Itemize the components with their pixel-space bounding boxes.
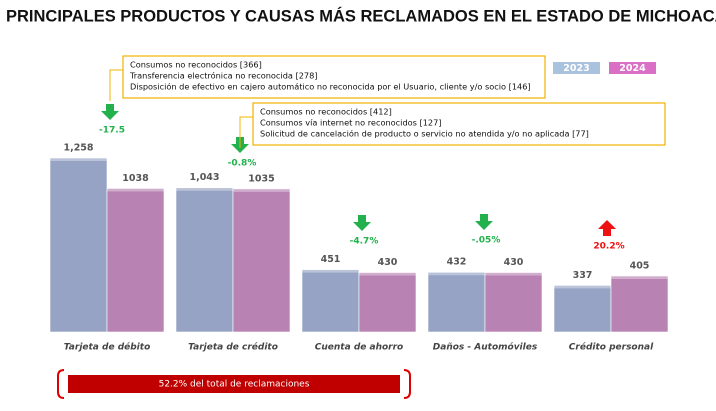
- x-tick-label: Tarjeta de débito: [64, 342, 151, 353]
- change-label: -17.5: [99, 126, 125, 136]
- bar-top: [485, 272, 542, 276]
- legend-label: 2024: [619, 63, 646, 74]
- callout-box: [252, 102, 666, 146]
- bar-top: [554, 285, 611, 289]
- bar: [106, 188, 165, 333]
- change-arrow: [353, 215, 371, 231]
- callout-item: Consumos no reconocidos [412]: [260, 107, 392, 117]
- callout-item: Consumos vía internet no reconocidos [12…: [260, 118, 442, 128]
- banner-bar: [68, 375, 400, 393]
- bar: [49, 157, 108, 333]
- bar: [232, 188, 291, 333]
- value-label: 1,258: [63, 143, 93, 154]
- callout-box: [122, 55, 546, 99]
- x-tick-label: Cuenta de ahorro: [315, 343, 403, 353]
- legend-swatch: [553, 62, 600, 74]
- bar: [427, 271, 486, 333]
- bar-top: [428, 272, 485, 276]
- legend-label: 2023: [563, 63, 589, 74]
- bar: [553, 285, 612, 333]
- value-label: 1035: [248, 173, 274, 184]
- bar-top: [359, 272, 416, 276]
- bar: [301, 269, 360, 333]
- callout-connector: [109, 69, 123, 101]
- callout-item: Consumos no reconocidos [366]: [130, 60, 262, 70]
- bar-top: [107, 188, 164, 192]
- chart-title: PRINCIPALES PRODUCTOS Y CAUSAS MÁS RECLA…: [6, 6, 716, 25]
- bar: [610, 275, 669, 333]
- bar-top: [176, 187, 233, 191]
- value-label: 430: [378, 257, 398, 268]
- callout-item: Solicitud de cancelación de producto o s…: [260, 129, 589, 139]
- change-arrow: [101, 104, 119, 120]
- change-label: -.05%: [472, 236, 501, 246]
- bar: [484, 272, 543, 333]
- bar: [175, 187, 234, 333]
- bar-top: [302, 269, 359, 273]
- x-tick-label: Tarjeta de crédito: [188, 342, 278, 353]
- value-label: 1,043: [189, 172, 219, 183]
- change-arrow: [475, 214, 493, 230]
- callout-connector: [239, 116, 253, 148]
- x-tick-label: Crédito personal: [569, 342, 654, 353]
- x-tick-label: Daños - Automóviles: [433, 342, 538, 353]
- value-label: 337: [573, 270, 593, 281]
- value-label: 1038: [122, 173, 149, 184]
- value-label: 430: [504, 257, 524, 268]
- bracket: [57, 369, 65, 399]
- legend-swatch: [609, 62, 656, 74]
- value-label: 405: [630, 260, 650, 271]
- change-label: -0.8%: [228, 159, 257, 169]
- value-label: 432: [447, 257, 467, 268]
- change-label: 20.2%: [593, 242, 624, 252]
- change-label: -4.7%: [350, 237, 379, 247]
- callout-item: Disposición de efectivo en cajero automá…: [130, 82, 531, 92]
- bracket: [403, 369, 411, 399]
- bar: [358, 272, 417, 333]
- value-label: 451: [321, 254, 341, 265]
- bar-top: [611, 275, 668, 279]
- banner-text: 52.2% del total de reclamaciones: [159, 380, 310, 390]
- callout-item: Transferencia electrónica no reconocida …: [129, 71, 318, 81]
- bar-top: [50, 158, 107, 161]
- change-arrow: [598, 220, 616, 236]
- bar-top: [233, 188, 290, 192]
